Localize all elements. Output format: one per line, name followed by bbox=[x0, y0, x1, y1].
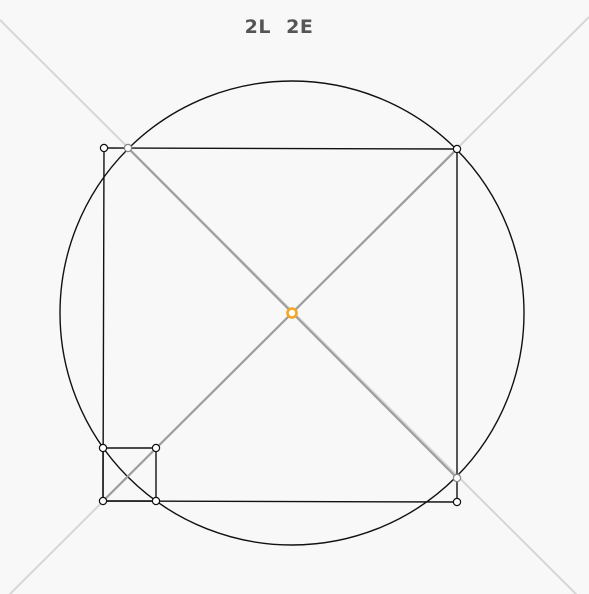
point-small-square-top-right[interactable] bbox=[151, 443, 161, 453]
point-square-bottom-right[interactable] bbox=[452, 497, 462, 507]
circle-shape[interactable] bbox=[59, 80, 525, 546]
point-circle-intersection-bottom-right[interactable] bbox=[452, 473, 462, 483]
diagonal-line-2[interactable] bbox=[102, 148, 458, 502]
euclid-moves-count: 2E bbox=[286, 16, 314, 38]
guide-line-2 bbox=[8, 16, 589, 594]
point-circle-intersection-top-left[interactable] bbox=[123, 143, 133, 153]
move-counter: 2L 2E bbox=[0, 16, 558, 38]
point-small-square-bottom-right[interactable] bbox=[151, 496, 161, 506]
center-point[interactable] bbox=[286, 307, 298, 319]
point-square-bottom-left[interactable] bbox=[98, 496, 108, 506]
point-square-top-right[interactable] bbox=[452, 144, 462, 154]
line-moves-count: 2L bbox=[244, 16, 271, 38]
point-square-top-left[interactable] bbox=[99, 143, 109, 153]
point-square-left-side[interactable] bbox=[98, 443, 108, 453]
